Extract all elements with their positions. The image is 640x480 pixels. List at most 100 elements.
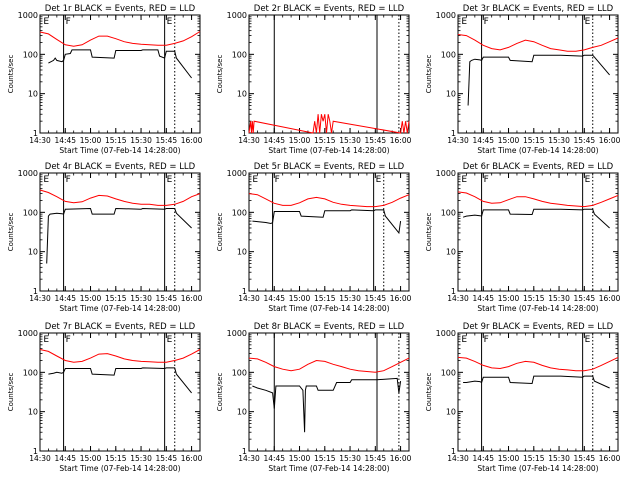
y-tick-label: 1 (33, 287, 38, 296)
x-tick-label: 15:30 (339, 294, 361, 303)
x-tick-label: 15:15 (314, 294, 336, 303)
event-vline-label: F (484, 17, 489, 27)
x-tick-label: 15:30 (548, 294, 570, 303)
x-tick-label: 15:00 (289, 294, 311, 303)
y-tick-label: 10 (237, 90, 247, 99)
events-series-line (48, 367, 192, 394)
events-series-line (252, 377, 402, 433)
y-tick-label: 1000 (227, 169, 247, 178)
events-series-line (48, 49, 192, 79)
y-tick-label: 1000 (436, 169, 456, 178)
chart-panel: Det 7r BLACK = Events, RED = LLD Counts/s… (7, 322, 203, 473)
chart-panel: Det 2r BLACK = Events, RED = LLD Counts/s… (216, 4, 412, 155)
plot-frame (248, 332, 410, 452)
event-vline-label: F (66, 17, 71, 27)
x-tick-label: 16:00 (599, 294, 621, 303)
y-tick-label: 1000 (436, 329, 456, 338)
x-tick-label: 15:15 (314, 136, 336, 145)
y-tick-label: 10 (237, 248, 247, 257)
x-tick-label: 16:00 (599, 454, 621, 463)
y-axis-label: Counts/sec (7, 213, 15, 252)
event-marker-label: E (461, 335, 467, 345)
event-vline-label: F (275, 175, 280, 185)
y-tick-label: 1 (451, 287, 456, 296)
x-tick-label: 14:45 (472, 454, 494, 463)
y-tick-label: 100 (23, 208, 38, 217)
x-tick-label: 15:00 (498, 454, 520, 463)
x-tick-label: 15:15 (105, 294, 127, 303)
x-tick-label: 16:00 (390, 136, 412, 145)
event-marker-label: E (43, 17, 49, 27)
x-tick-label: 16:00 (181, 294, 203, 303)
chart-title: Det 7r BLACK = Events, RED = LLD (45, 322, 196, 332)
event-vline-label: E (585, 335, 591, 345)
y-tick-label: 100 (23, 50, 38, 59)
x-tick-label: 14:30 (238, 136, 260, 145)
y-tick-label: 1000 (18, 169, 38, 178)
y-tick-label: 1 (33, 129, 38, 138)
chart-title: Det 3r BLACK = Events, RED = LLD (463, 4, 614, 14)
y-tick-label: 100 (232, 50, 247, 59)
y-axis-label: Counts/sec (425, 213, 433, 252)
y-tick-label: 100 (232, 368, 247, 377)
x-tick-label: 15:00 (498, 136, 520, 145)
chart-title: Det 5r BLACK = Events, RED = LLD (254, 162, 405, 172)
x-tick-label: 14:45 (472, 136, 494, 145)
y-tick-label: 10 (28, 90, 38, 99)
chart-title: Det 1r BLACK = Events, RED = LLD (45, 4, 196, 14)
y-tick-label: 1 (242, 129, 247, 138)
plot-frame (39, 172, 201, 292)
x-tick-label: 14:30 (447, 294, 469, 303)
x-tick-label: 14:30 (29, 294, 51, 303)
y-tick-label: 1000 (18, 329, 38, 338)
x-tick-label: 15:30 (130, 454, 152, 463)
lld-series-line (39, 189, 201, 206)
x-tick-label: 16:00 (599, 136, 621, 145)
event-vline-label: E (167, 175, 173, 185)
lld-series-line (248, 193, 410, 208)
x-tick-label: 15:30 (339, 136, 361, 145)
chart-panel: Det 1r BLACK = Events, RED = LLD Counts/s… (7, 4, 203, 155)
event-marker-label: E (43, 335, 49, 345)
x-axis-label: Start Time (07-Feb-14 14:28:00) (477, 146, 598, 155)
x-tick-label: 15:45 (365, 294, 387, 303)
event-marker-label: E (461, 17, 467, 27)
x-tick-label: 15:30 (339, 454, 361, 463)
x-tick-label: 15:15 (523, 294, 545, 303)
x-tick-label: 14:45 (54, 454, 76, 463)
event-vline-label: E (167, 335, 173, 345)
x-tick-label: 16:00 (390, 294, 412, 303)
x-tick-label: 16:00 (390, 454, 412, 463)
x-tick-label: 15:30 (548, 454, 570, 463)
x-axis-label: Start Time (07-Feb-14 14:28:00) (268, 304, 389, 313)
y-axis-label: Counts/sec (425, 55, 433, 94)
y-tick-label: 1000 (436, 11, 456, 20)
x-tick-label: 15:00 (80, 294, 102, 303)
y-tick-label: 100 (441, 208, 456, 217)
x-tick-label: 14:45 (54, 136, 76, 145)
plot-frame (39, 14, 201, 134)
x-tick-label: 15:45 (156, 454, 178, 463)
x-tick-label: 14:45 (263, 136, 285, 145)
y-tick-label: 100 (441, 368, 456, 377)
event-vline-label: E (585, 175, 591, 185)
chart-panel: Det 6r BLACK = Events, RED = LLD Counts/s… (425, 162, 621, 313)
events-series-line (252, 209, 402, 235)
y-axis-label: Counts/sec (216, 373, 224, 412)
y-axis-label: Counts/sec (216, 55, 224, 94)
x-axis-label: Start Time (07-Feb-14 14:28:00) (59, 464, 180, 473)
x-tick-label: 15:45 (156, 136, 178, 145)
x-tick-label: 15:45 (574, 454, 596, 463)
x-tick-label: 14:30 (447, 454, 469, 463)
event-marker-label: E (461, 175, 467, 185)
plot-frame (248, 14, 410, 134)
plot-frame (248, 172, 410, 292)
chart-panel: Det 9r BLACK = Events, RED = LLD Counts/s… (425, 322, 621, 473)
chart-title: Det 4r BLACK = Events, RED = LLD (45, 162, 196, 172)
x-tick-label: 14:45 (472, 294, 494, 303)
x-tick-label: 15:30 (130, 294, 152, 303)
lld-series-line (39, 31, 201, 47)
y-tick-label: 10 (28, 408, 38, 417)
